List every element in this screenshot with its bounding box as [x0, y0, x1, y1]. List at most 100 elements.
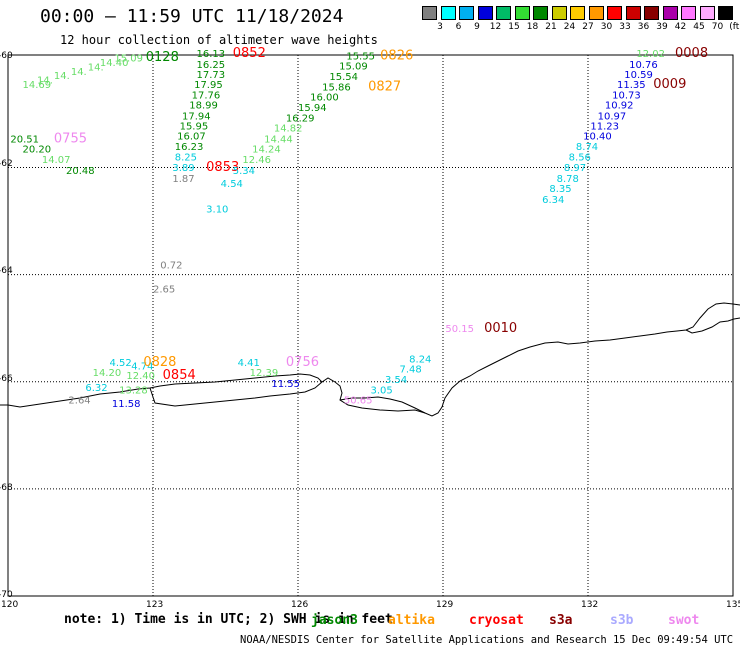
- wave-height-label: 12.39: [250, 368, 279, 379]
- y-tick-label: -62: [0, 158, 13, 169]
- wave-height-label: 8.56: [569, 153, 591, 164]
- wave-height-label: 11.55: [271, 379, 300, 390]
- mission-legend-item: swot: [668, 613, 700, 628]
- wave-height-label: 1.87: [172, 174, 194, 185]
- wave-height-label: 5.34: [233, 166, 255, 177]
- x-tick-label: 123: [146, 600, 164, 610]
- wave-height-label: 15.55: [346, 51, 375, 62]
- wave-height-label: 50.15: [445, 324, 474, 335]
- wave-height-label: 12.40: [126, 371, 155, 382]
- mission-legend-item: s3a: [549, 613, 573, 628]
- wave-height-label: 14.: [88, 63, 104, 74]
- wave-height-label: 2.65: [153, 284, 175, 295]
- legend-swatch: [718, 6, 733, 20]
- wave-height-label: 3.05: [371, 386, 393, 397]
- legend-swatch: [551, 6, 567, 20]
- legend-swatch: [440, 6, 456, 20]
- legend-label: 21: [545, 22, 557, 32]
- legend-label: (ft): [729, 22, 740, 32]
- wave-height-label: 16.29: [286, 113, 315, 124]
- wave-height-label: 14.82: [274, 124, 303, 135]
- wave-height-label: 3.10: [206, 204, 228, 215]
- legend-label: 39: [656, 22, 668, 32]
- wave-height-label: 50.65: [344, 396, 373, 407]
- coastline: [149, 381, 323, 407]
- coastline: [7, 302, 740, 417]
- wave-height-label: 20.48: [66, 166, 95, 177]
- wave-height-label: 17.76: [192, 90, 221, 101]
- map-title: 00:00 – 11:59 UTC 11/18/2024: [40, 6, 344, 27]
- pass-time-label: 0755: [54, 131, 87, 146]
- wave-height-label: 15.09: [339, 61, 368, 72]
- legend-label: 33: [619, 22, 631, 32]
- pass-time-label: 0009: [653, 77, 686, 92]
- wave-height-label: 10.76: [629, 60, 658, 71]
- legend-label: 42: [674, 22, 687, 32]
- footer-note: note: 1) Time is in UTC; 2) SWH is in fe…: [64, 612, 393, 627]
- legend-swatch: [607, 6, 622, 20]
- wave-height-label: 10.92: [605, 101, 634, 112]
- legend-label: 6: [455, 22, 462, 32]
- legend-swatch: [422, 6, 437, 20]
- wave-height-label: 2.64: [68, 396, 90, 407]
- legend-swatch: [496, 6, 511, 20]
- wave-height-label: 15.86: [322, 82, 351, 93]
- wave-height-label: 11.58: [112, 399, 141, 410]
- legend-label: 12: [489, 22, 502, 32]
- map-subtitle: 12 hour collection of altimeter wave hei…: [60, 33, 378, 47]
- x-tick-label: 120: [1, 600, 19, 610]
- wave-height-label: 15.95: [180, 121, 209, 132]
- wave-height-label: 16.13: [197, 49, 226, 60]
- mission-legend-item: cryosat: [469, 613, 524, 628]
- wave-height-label: 13.28: [119, 386, 148, 397]
- wave-height-label: 6.32: [85, 383, 107, 394]
- wave-height-label: 16.00: [310, 93, 339, 104]
- wave-height-label: 4.41: [238, 358, 260, 369]
- legend-swatch: [570, 6, 585, 20]
- legend-label: 3: [437, 22, 443, 32]
- legend-label: 9: [474, 22, 480, 32]
- wave-height-label: 8.97: [564, 163, 586, 174]
- pass-time-label: 0854: [163, 368, 196, 383]
- wave-height-label: 3.54: [385, 375, 407, 386]
- wave-height-label: 11.23: [590, 121, 619, 132]
- credit-line: NOAA/NESDIS Center for Satellite Applica…: [240, 634, 740, 646]
- pass-time-label: 0827: [368, 79, 401, 94]
- wave-height-label: 4.54: [221, 179, 243, 190]
- coastline: [685, 317, 740, 334]
- wave-height-label: 17.73: [197, 70, 226, 81]
- legend-label: 30: [600, 22, 613, 32]
- pass-time-label: 0853: [206, 160, 239, 175]
- pass-time-label: 0008: [675, 46, 708, 61]
- wave-height-label: 10.97: [598, 111, 627, 122]
- x-tick-label: 135: [726, 600, 740, 610]
- wave-height-label: 7.48: [400, 365, 422, 376]
- legend-swatch: [588, 6, 604, 20]
- wave-height-label: 16.25: [197, 60, 226, 71]
- wave-height-label: 11.35: [617, 80, 646, 91]
- y-tick-label: -64: [0, 265, 13, 276]
- mission-legend-item: jason3: [311, 613, 358, 628]
- pass-time-label: 0828: [143, 355, 176, 370]
- wave-height-label: 14.07: [42, 155, 71, 166]
- wave-height-label: 8.35: [549, 184, 571, 195]
- x-tick-label: 126: [291, 600, 309, 610]
- wave-height-label: 17.94: [182, 111, 211, 122]
- legend-swatch: [477, 6, 493, 20]
- wave-height-label: 15.09: [114, 53, 143, 64]
- wave-height-label: 8.25: [175, 153, 197, 164]
- wave-height-label: 14.40: [100, 58, 129, 69]
- wave-height-label: 15.94: [298, 103, 327, 114]
- legend-label: 45: [693, 22, 705, 32]
- legend-label: 27: [582, 22, 594, 32]
- pass-time-label: 0128: [146, 50, 179, 65]
- pass-time-label: 0852: [233, 46, 266, 61]
- wave-height-label: 20.20: [23, 144, 52, 155]
- legend-swatch: [699, 6, 715, 20]
- mission-legend-item: s3b: [610, 613, 634, 628]
- wave-height-label: 10.73: [612, 90, 641, 101]
- wave-height-label: 18.99: [189, 101, 218, 112]
- legend-swatch: [625, 6, 641, 20]
- legend-swatch: [514, 6, 530, 20]
